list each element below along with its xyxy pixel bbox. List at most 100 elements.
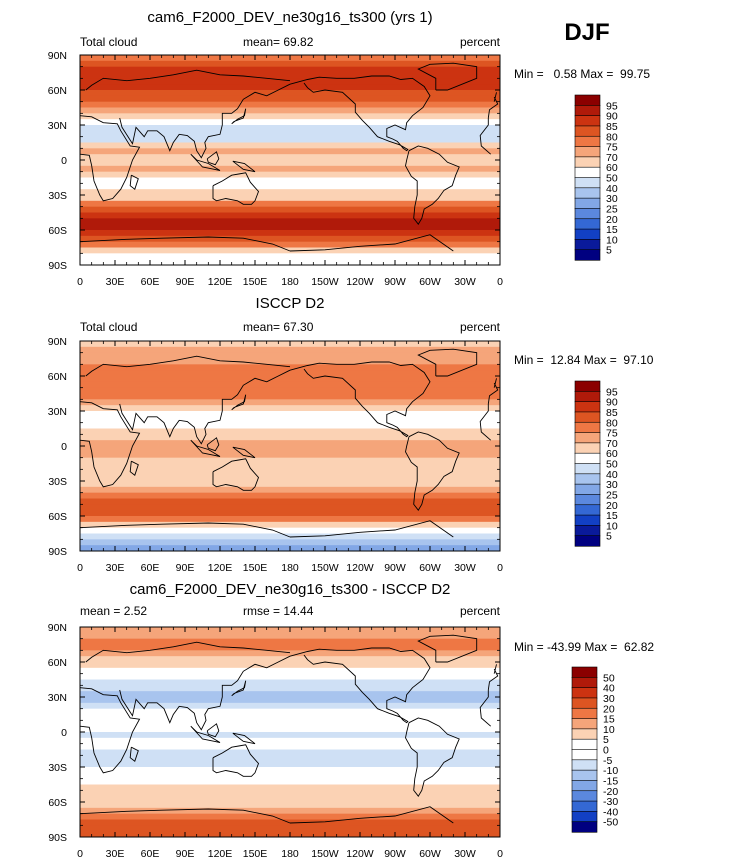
field-band [80,802,500,809]
x-tick-label: 0 [497,276,503,288]
coastline [405,145,460,225]
x-tick-label: 90W [384,276,406,288]
colorbar-swatch [574,411,601,423]
x-tick-label: 150E [243,276,268,288]
colorbar-swatch [571,780,598,792]
coastline [289,647,431,724]
colorbar-label: 80 [606,417,618,429]
field-band [80,743,500,751]
colorbar-label: 0 [603,745,609,757]
colorbar-label: 50 [606,459,618,471]
colorbar-swatch [571,697,598,709]
colorbar-swatch [574,208,601,220]
colorbar-swatch [574,115,601,127]
field-band [80,78,500,85]
panel-title: cam6_F2000_DEV_ne30g16_ts300 - ISCCP D2 [130,581,451,598]
field-band [80,165,500,173]
colorbar-label: 75 [606,428,618,440]
field-band [80,644,500,651]
field-band [80,206,500,214]
colorbar-label: -15 [603,775,618,787]
x-tick-label: 120W [346,276,374,288]
panel-center-label: mean= 67.30 [243,320,314,334]
field-band [80,679,500,686]
colorbar-label: 40 [606,469,618,481]
panel-min-max: Min = 12.84 Max = 97.10 [514,353,654,367]
season-label: DJF [564,19,609,46]
field-band [80,714,500,721]
colorbar-swatch [574,249,601,261]
panel-right-label: percent [460,320,501,334]
coastline [206,437,220,452]
panel-left-label: Total cloud [80,35,137,49]
colorbar-label: 80 [606,131,618,143]
x-tick-label: 120E [208,562,233,574]
field-band [80,521,500,529]
colorbar-label: 5 [606,245,612,257]
x-tick-label: 150W [311,562,339,574]
field-band [80,416,500,424]
coastline [405,431,460,511]
colorbar-swatch [574,421,601,434]
field-band [80,807,500,815]
x-tick-label: 90W [384,848,406,860]
colorbar-swatch [571,707,598,720]
coastline [80,806,454,824]
colorbar-swatch [571,718,598,730]
colorbar-swatch [574,380,601,392]
field-band [80,457,500,465]
colorbar-label: 40 [603,683,615,695]
field-band [80,422,500,430]
field-band [80,346,500,354]
field-band [80,387,500,395]
field-band [80,469,500,476]
field-band [80,813,500,821]
colorbar-swatch [571,811,598,823]
coastline [85,355,499,405]
field-band [80,702,500,710]
colorbar-swatch [574,218,601,230]
field-band [80,235,500,243]
y-tick-label: 60N [48,85,67,97]
y-tick-label: 30N [48,120,67,132]
field-band [80,796,500,803]
field-band [80,241,500,249]
coastline [190,725,221,743]
colorbar-label: -50 [603,817,618,829]
field-band [80,463,500,470]
colorbar-label: 15 [606,510,618,522]
x-tick-label: 60W [419,276,441,288]
coastline [129,746,139,762]
x-tick-label: 30E [106,276,125,288]
field-band [80,130,500,138]
colorbar-label: 25 [606,489,618,501]
field-band [80,253,500,260]
field-band [80,189,500,196]
x-tick-label: 90E [176,276,195,288]
x-tick-label: 60E [141,848,160,860]
colorbar-label: 90 [606,397,618,409]
colorbar-label: 20 [603,703,615,715]
x-tick-label: 120W [346,562,374,574]
coastline [80,115,491,202]
x-tick-label: 150W [311,276,339,288]
coastline [212,458,260,491]
field-band [80,142,500,149]
y-tick-label: 0 [61,727,67,739]
colorbar-swatch [574,494,601,506]
coastline [80,401,491,488]
colorbar-label: 30 [606,479,618,491]
field-band [80,218,500,225]
coastline [493,378,497,388]
y-tick-label: 30N [48,692,67,704]
field-band [80,708,500,716]
coastline [80,234,454,252]
field-band [80,107,500,114]
coastline [417,348,478,377]
x-tick-label: 90E [176,562,195,574]
field-band [80,504,500,511]
coastline [232,732,256,745]
field-band [80,212,500,219]
coastline [206,151,220,166]
